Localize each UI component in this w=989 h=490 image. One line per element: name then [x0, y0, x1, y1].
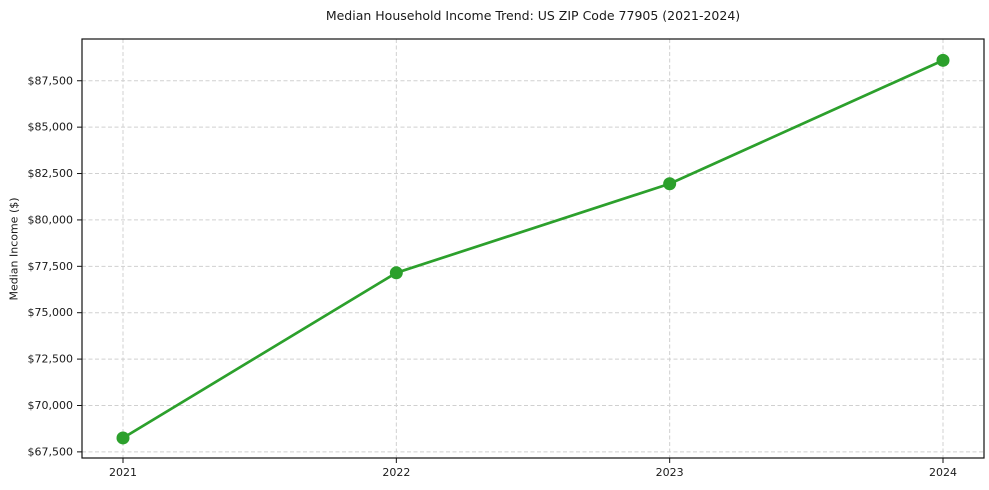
y-tick-label: $87,500 — [28, 74, 74, 87]
y-tick-label: $67,500 — [28, 445, 74, 458]
y-tick-label: $72,500 — [28, 353, 74, 366]
y-tick-label: $75,000 — [28, 306, 74, 319]
x-tick-label: 2021 — [109, 466, 137, 479]
data-point-2021 — [116, 431, 130, 445]
x-tick-label: 2023 — [656, 466, 684, 479]
y-tick-label: $77,500 — [28, 260, 74, 273]
data-point-2023 — [663, 177, 677, 191]
data-point-2022 — [389, 266, 403, 280]
x-tick-label: 2024 — [929, 466, 957, 479]
x-tick-label: 2022 — [382, 466, 410, 479]
chart-title: Median Household Income Trend: US ZIP Co… — [325, 8, 741, 23]
y-tick-label: $70,000 — [28, 399, 74, 412]
data-point-2024 — [936, 53, 950, 67]
trend-line — [121, 58, 945, 440]
y-tick-label: $82,500 — [28, 167, 74, 180]
y-tick-label: $85,000 — [28, 121, 74, 134]
plot-border — [81, 38, 985, 459]
y-tick-label: $80,000 — [28, 213, 74, 226]
